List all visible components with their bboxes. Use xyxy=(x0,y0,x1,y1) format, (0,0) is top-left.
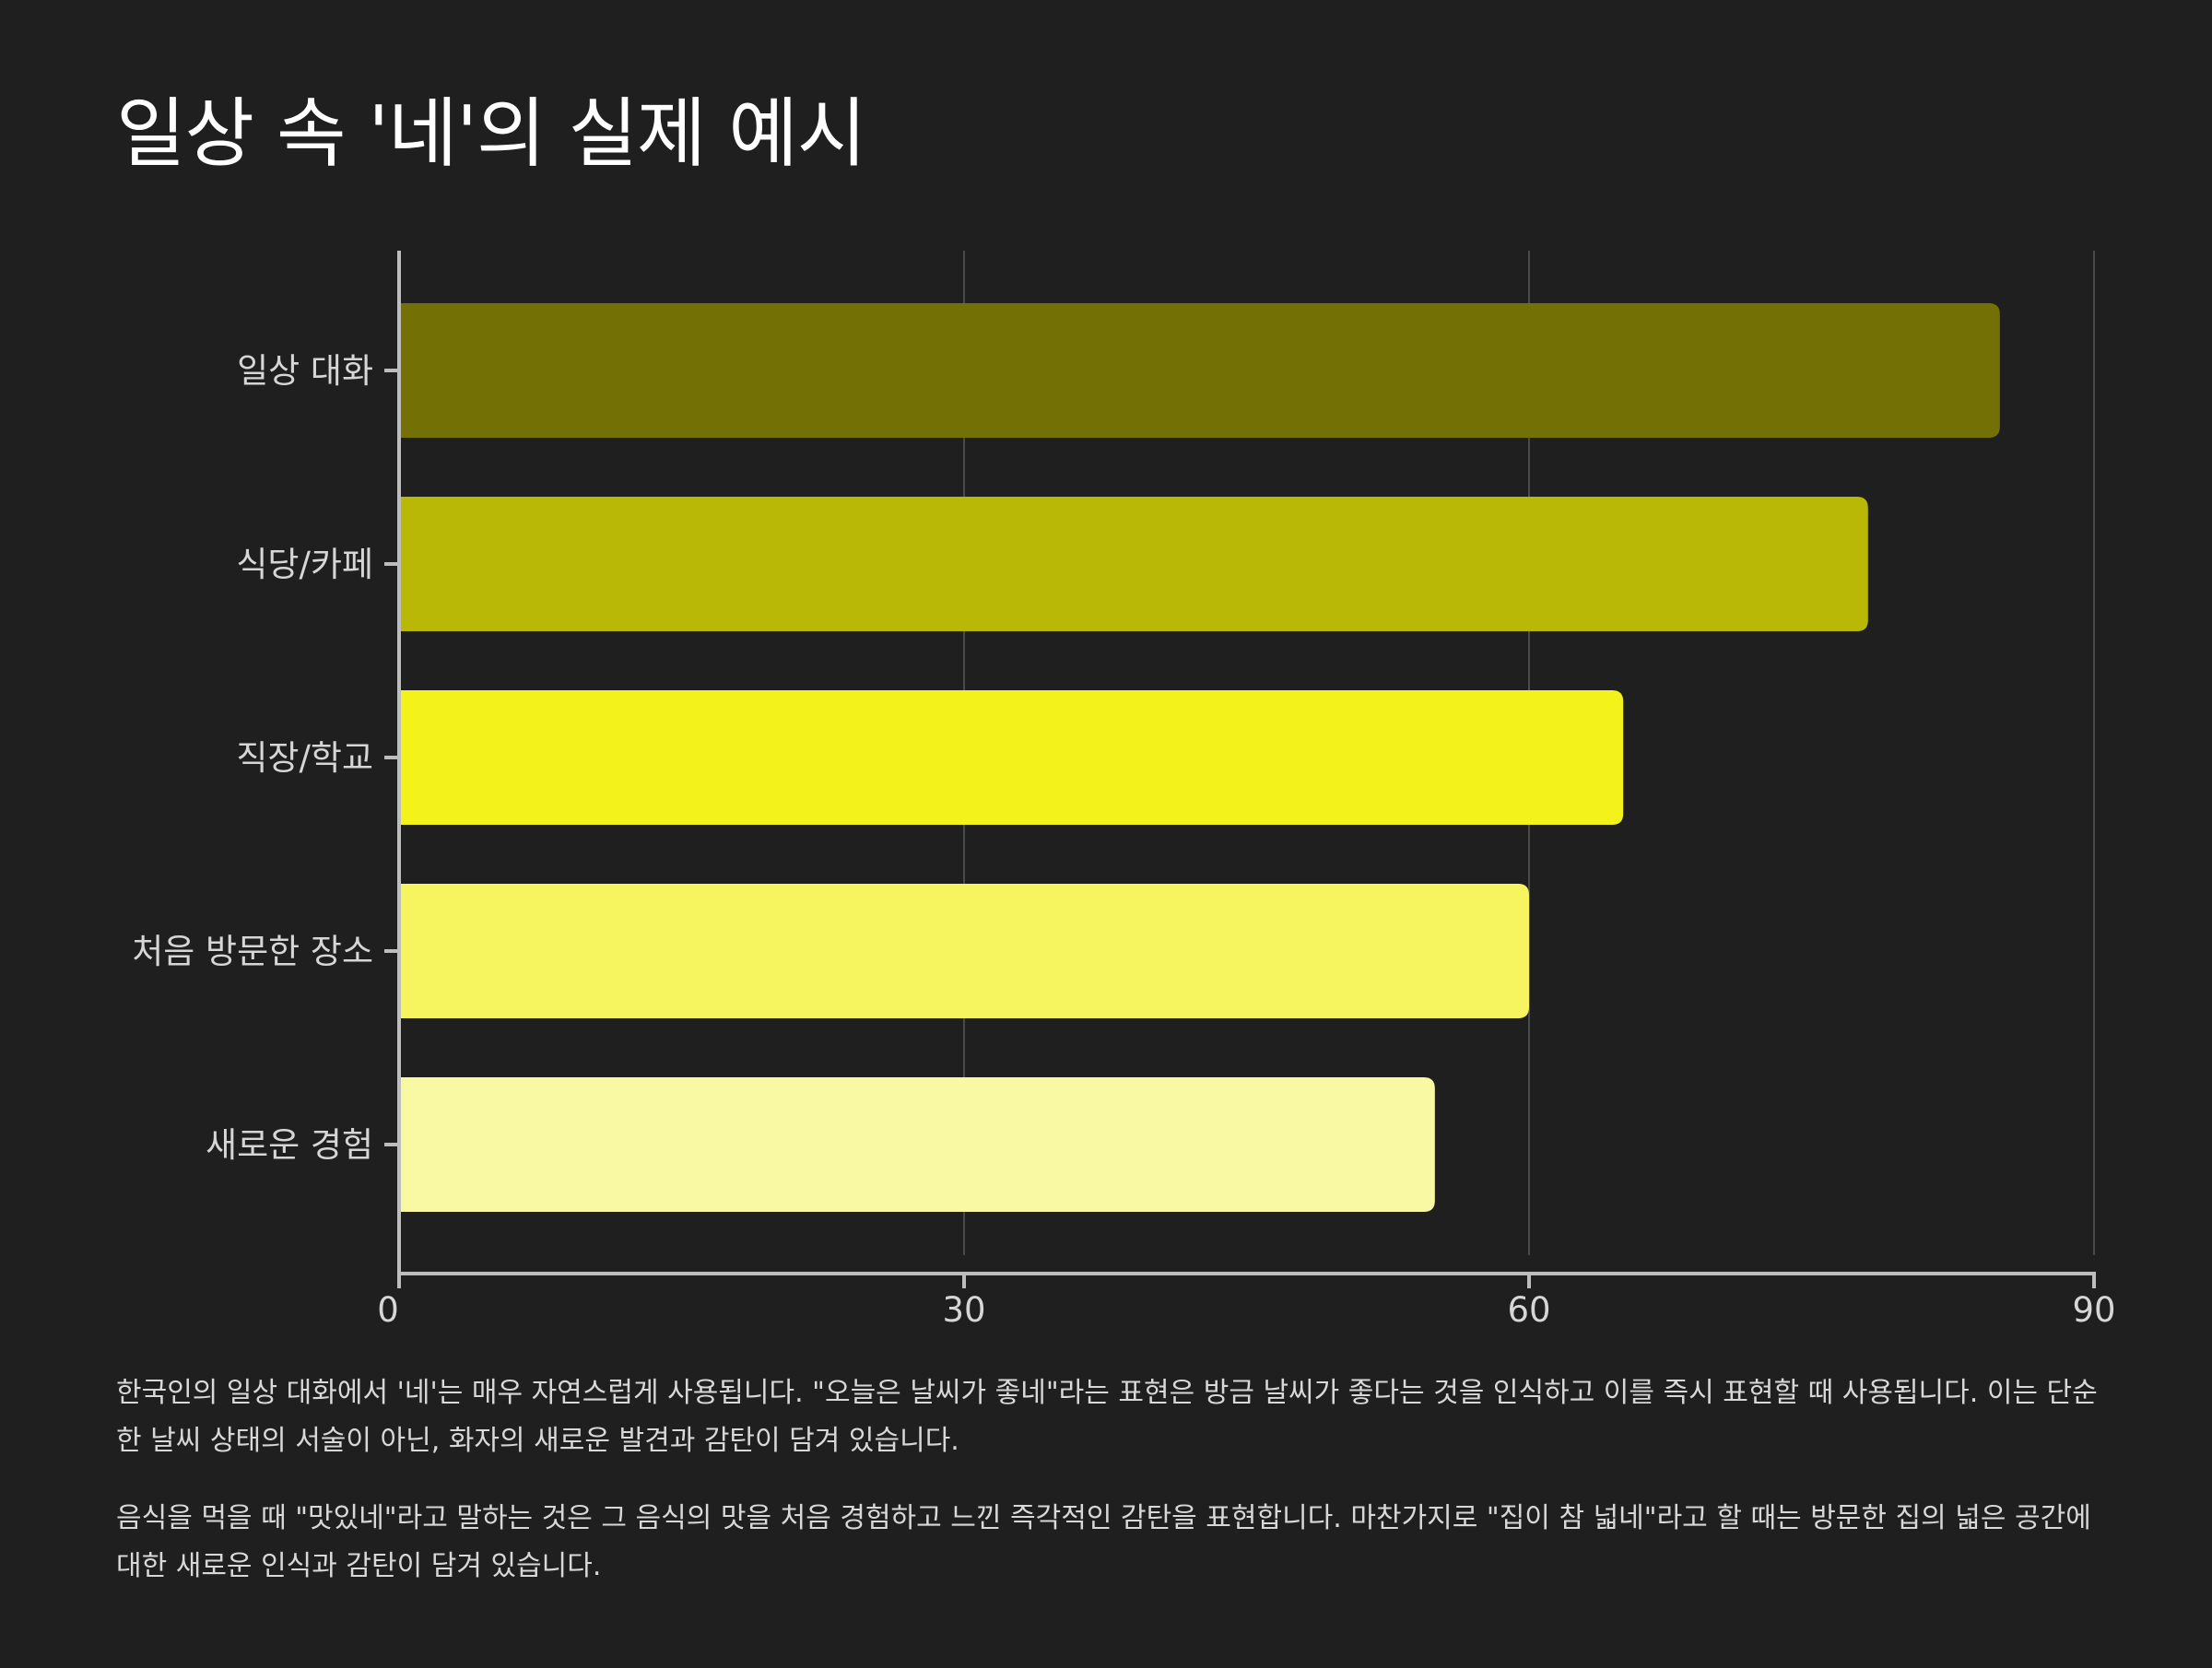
y-tick-label-2: 직장/학교 xyxy=(236,738,373,778)
bar-3 xyxy=(399,884,1529,1018)
y-tick-label-3: 처음 방문한 장소 xyxy=(132,932,373,971)
bar-2 xyxy=(399,690,1624,825)
bar-1 xyxy=(399,497,1868,631)
x-tick-label-30: 30 xyxy=(942,1290,985,1330)
chart-title: 일상 속 '네'의 실제 예시 xyxy=(116,90,866,178)
x-tick-label-90: 90 xyxy=(2072,1290,2115,1330)
x-tick-label-60: 60 xyxy=(1507,1290,1550,1330)
y-tick-label-4: 새로운 경험 xyxy=(206,1125,373,1165)
y-tick-label-0: 일상 대화 xyxy=(237,351,373,391)
y-tick-label-1: 식당/카페 xyxy=(236,545,373,584)
description-paragraph-2: 음식을 먹을 때 "맛있네"라고 말하는 것은 그 음식의 맛을 처음 경험하고… xyxy=(116,1502,2091,1582)
bar-4 xyxy=(399,1077,1435,1212)
x-tick-label-0: 0 xyxy=(377,1290,399,1330)
description-paragraph-1: 한국인의 일상 대화에서 '네'는 매우 자연스럽게 사용됩니다. "오늘은 날… xyxy=(116,1377,2098,1457)
bar-0 xyxy=(399,303,2000,438)
